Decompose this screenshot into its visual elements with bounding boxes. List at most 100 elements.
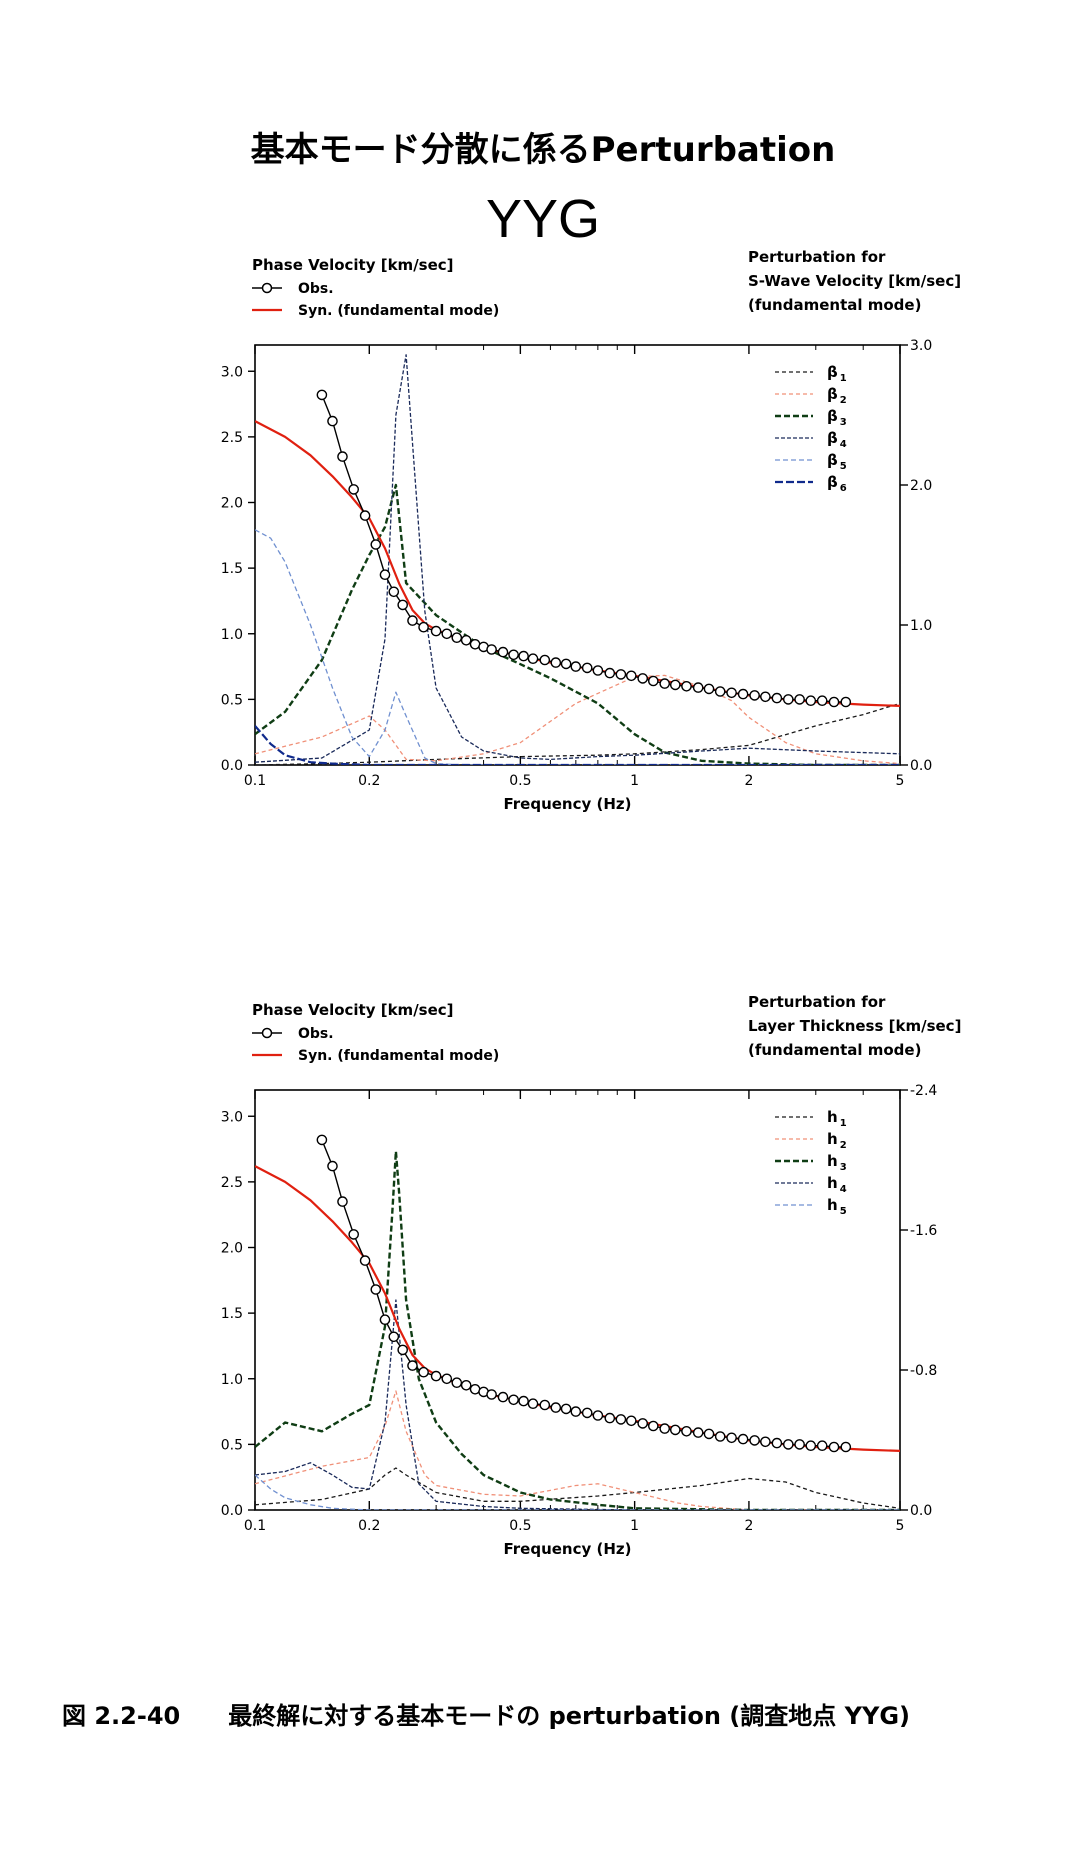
chart-s-wave-perturbation: Phase Velocity [km/sec] Obs. Syn. (fundame…: [221, 248, 961, 813]
y-tick-label: 2.5: [221, 430, 243, 446]
obs-point: [451, 632, 463, 644]
y2-tick-label: 0.0: [910, 1503, 932, 1519]
obs-point: [794, 1439, 805, 1450]
series-line-h5: [255, 1474, 900, 1510]
obs-point: [760, 691, 771, 703]
obs-point: [486, 1389, 497, 1400]
obs-point: [659, 678, 671, 689]
obs-point: [337, 451, 348, 462]
x-tick-label: 5: [896, 1518, 905, 1534]
right-axis-title-line-3: (fundamental mode): [748, 1041, 921, 1059]
y-tick-label: 1.5: [221, 561, 243, 577]
obs-point: [805, 695, 817, 707]
obs-point: [692, 1427, 704, 1438]
series-line-β3: [255, 483, 900, 765]
obs-point: [407, 615, 418, 626]
obs-point: [581, 1407, 593, 1419]
obs-point: [637, 673, 649, 684]
obs-point: [379, 1314, 391, 1326]
x-tick-label: 1: [630, 773, 639, 789]
obs-point: [539, 1399, 551, 1411]
right-axis-title-line-1: Perturbation for: [748, 248, 886, 266]
obs-point: [397, 599, 409, 611]
obs-point: [527, 1398, 539, 1410]
obs-point: [828, 1441, 840, 1453]
plot-area: [255, 1134, 900, 1510]
obs-point: [497, 646, 509, 658]
obs-point: [749, 690, 760, 701]
y-tick-label: 2.0: [221, 496, 243, 512]
legend-obs-label: Obs.: [298, 1026, 334, 1042]
obs-point: [430, 625, 442, 637]
obs-line: [321, 1139, 846, 1448]
obs-point: [840, 1441, 852, 1453]
y-tick-label: 1.5: [221, 1306, 243, 1322]
obs-point: [348, 1229, 360, 1240]
obs-point: [418, 621, 429, 633]
obs-point: [418, 1366, 429, 1378]
obs-point: [783, 694, 794, 705]
x-tick-label: 5: [896, 773, 905, 789]
obs-point: [560, 658, 572, 670]
obs-point: [550, 657, 562, 668]
legend-syn-label: Syn. (fundamental mode): [298, 1048, 499, 1064]
obs-point: [592, 1410, 604, 1421]
obs-point: [370, 1284, 382, 1295]
obs-point: [327, 415, 338, 427]
x-axis-label: Frequency (Hz): [503, 795, 631, 813]
obs-point: [681, 680, 692, 692]
obs-point: [637, 1418, 649, 1429]
figure-caption: 図 2.2-40 最終解に対する基本モードの perturbation (調査地…: [62, 1702, 911, 1730]
obs-point: [670, 679, 681, 691]
obs-point: [316, 389, 328, 401]
right-axis-title-line-1: Perturbation for: [748, 993, 886, 1011]
obs-point: [737, 688, 749, 700]
obs-point: [451, 1377, 463, 1389]
obs-point: [348, 484, 360, 495]
obs-point: [441, 1373, 453, 1385]
obs-point: [518, 650, 529, 662]
obs-point: [570, 661, 582, 672]
obs-point: [816, 1440, 828, 1452]
legend-obs-marker: [261, 1027, 273, 1039]
obs-point: [615, 1414, 627, 1425]
y-tick-label: 3.0: [221, 1109, 243, 1125]
x-tick-label: 0.1: [244, 1518, 266, 1534]
y-tick-label: 0.5: [221, 692, 243, 708]
y-tick-label: 0.0: [221, 1503, 243, 1519]
obs-point: [388, 586, 400, 598]
x-tick-label: 0.5: [509, 1518, 531, 1534]
obs-point: [604, 667, 616, 679]
obs-point: [539, 654, 551, 666]
obs-point: [508, 1394, 519, 1406]
plot-area: [255, 354, 900, 765]
y-tick-label: 1.0: [221, 627, 243, 643]
y2-tick-label: -0.8: [910, 1363, 937, 1379]
obs-point: [379, 569, 391, 581]
obs-point: [840, 696, 852, 708]
series-line-h1: [255, 1467, 900, 1509]
obs-point: [497, 1391, 509, 1403]
series-line-β1: [255, 702, 900, 765]
obs-point: [805, 1440, 817, 1452]
obs-point: [749, 1435, 760, 1446]
series-line-β2: [255, 674, 900, 765]
left-axis-title: Phase Velocity [km/sec]: [252, 256, 454, 274]
obs-point: [681, 1425, 692, 1437]
right-axis-title-line-2: S-Wave Velocity [km/sec]: [748, 272, 961, 290]
obs-point: [703, 1428, 715, 1440]
obs-point: [828, 696, 840, 708]
y-tick-label: 1.0: [221, 1372, 243, 1388]
x-tick-label: 0.5: [509, 773, 531, 789]
x-tick-label: 0.2: [358, 773, 380, 789]
main-title: 基本モード分散に係るPerturbation: [250, 130, 836, 170]
obs-point: [737, 1433, 749, 1445]
obs-point: [726, 687, 737, 699]
y-tick-label: 2.5: [221, 1175, 243, 1191]
obs-point: [370, 539, 382, 550]
series-line-h2: [255, 1390, 900, 1510]
